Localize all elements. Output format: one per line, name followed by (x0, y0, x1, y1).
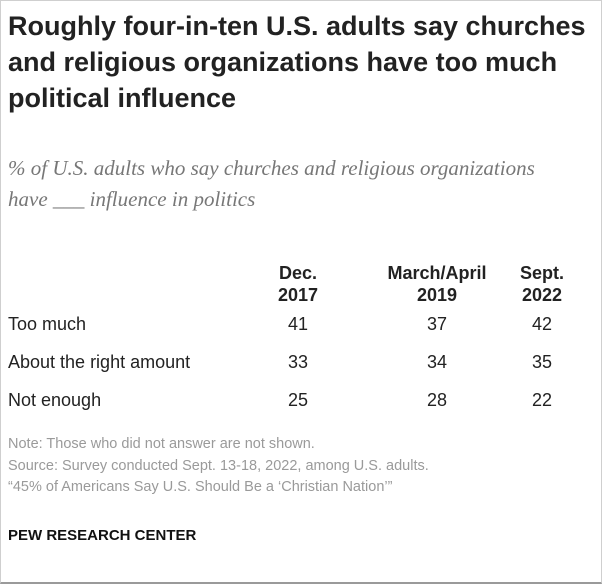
table-cell: 28 (426, 390, 448, 410)
chart-title: Roughly four-in-ten U.S. adults say chur… (8, 11, 586, 113)
column-header-line: 2017 (277, 285, 319, 305)
table-cell: 22 (531, 390, 553, 410)
table-cell: 35 (531, 352, 553, 372)
column-header-line: March/April (387, 263, 487, 283)
column-header-sept-2022: Sept. 2022 (472, 262, 602, 306)
table-cell: 42 (531, 314, 553, 334)
note: Note: Those who did not answer are not s… (8, 436, 315, 452)
column-header-line: 2022 (521, 285, 563, 305)
report-title: “45% of Americans Say U.S. Should Be a ‘… (8, 479, 393, 495)
table-cell: 33 (287, 352, 309, 372)
source: Source: Survey conducted Sept. 13-18, 20… (8, 458, 429, 474)
column-header-dec-2017: Dec. 2017 (228, 262, 368, 306)
column-header-line: 2019 (416, 285, 458, 305)
table-cell: 41 (287, 314, 309, 334)
column-header-line: Dec. (278, 263, 318, 283)
table-cell: 25 (287, 390, 309, 410)
table-cell: 37 (426, 314, 448, 334)
row-label: Not enough (8, 390, 102, 410)
column-header-march-april-2019: March/April 2019 (367, 262, 507, 306)
brand-logo-text: PEW RESEARCH CENTER (8, 527, 197, 544)
row-label: About the right amount (8, 352, 191, 372)
chart-subtitle: % of U.S. adults who say churches and re… (8, 156, 535, 211)
column-header-line: Sept. (519, 263, 564, 283)
row-label: Too much (8, 314, 87, 334)
table-cell: 34 (426, 352, 448, 372)
